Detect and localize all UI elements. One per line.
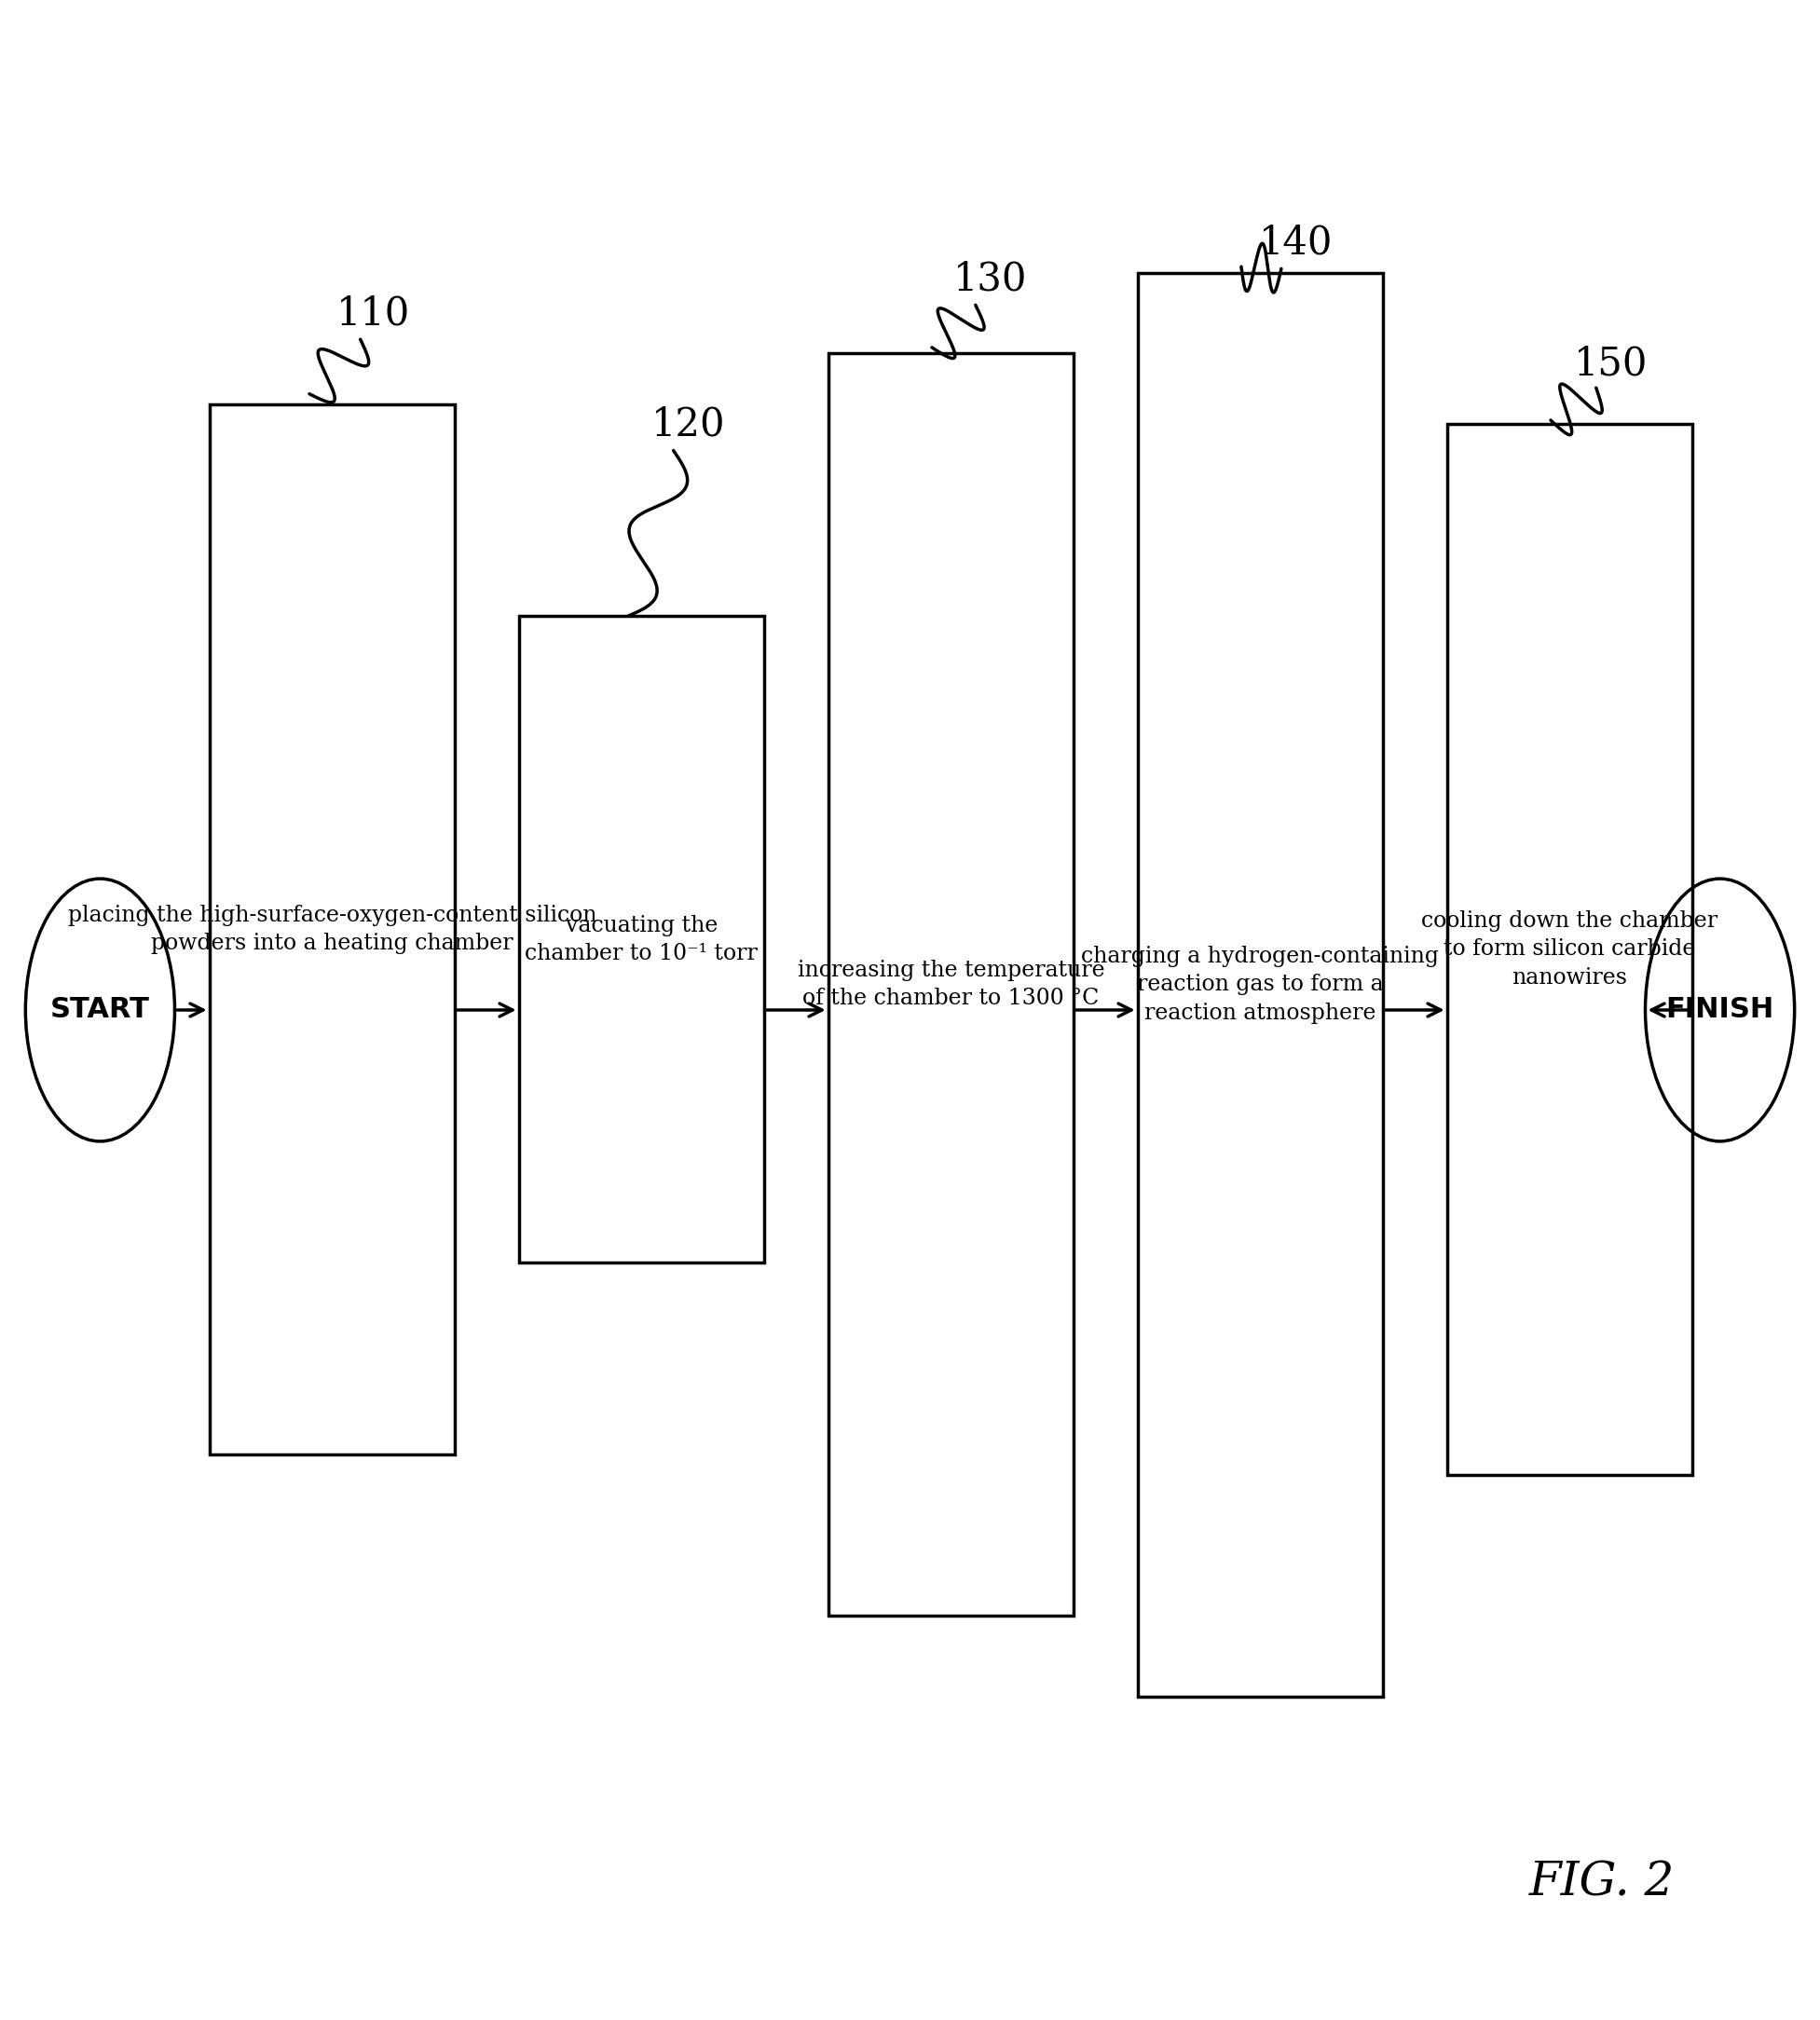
Bar [519, 616, 764, 1262]
Text: 130: 130 [954, 259, 1026, 299]
Text: 140: 140 [1259, 222, 1332, 263]
Text: cooling down the chamber
to form silicon carbide
nanowires: cooling down the chamber to form silicon… [1421, 911, 1718, 988]
Text: 120: 120 [652, 404, 724, 444]
Bar [1447, 424, 1693, 1475]
Text: placing the high-surface-oxygen-content silicon
powders into a heating chamber: placing the high-surface-oxygen-content … [67, 905, 597, 953]
Text: START: START [51, 996, 149, 1024]
Text: charging a hydrogen-containing
reaction gas to form a
reaction atmosphere: charging a hydrogen-containing reaction … [1081, 945, 1440, 1024]
Text: FIG. 2: FIG. 2 [1529, 1860, 1674, 1905]
Bar [828, 354, 1074, 1616]
Bar [209, 404, 455, 1454]
Text: FINISH: FINISH [1665, 996, 1774, 1024]
Text: vacuating the
chamber to 10⁻¹ torr: vacuating the chamber to 10⁻¹ torr [526, 915, 757, 964]
Text: 110: 110 [337, 293, 410, 333]
Text: increasing the temperature
of the chamber to 1300 °C: increasing the temperature of the chambe… [797, 960, 1105, 1010]
Bar [1138, 273, 1383, 1697]
Text: 150: 150 [1574, 343, 1647, 384]
